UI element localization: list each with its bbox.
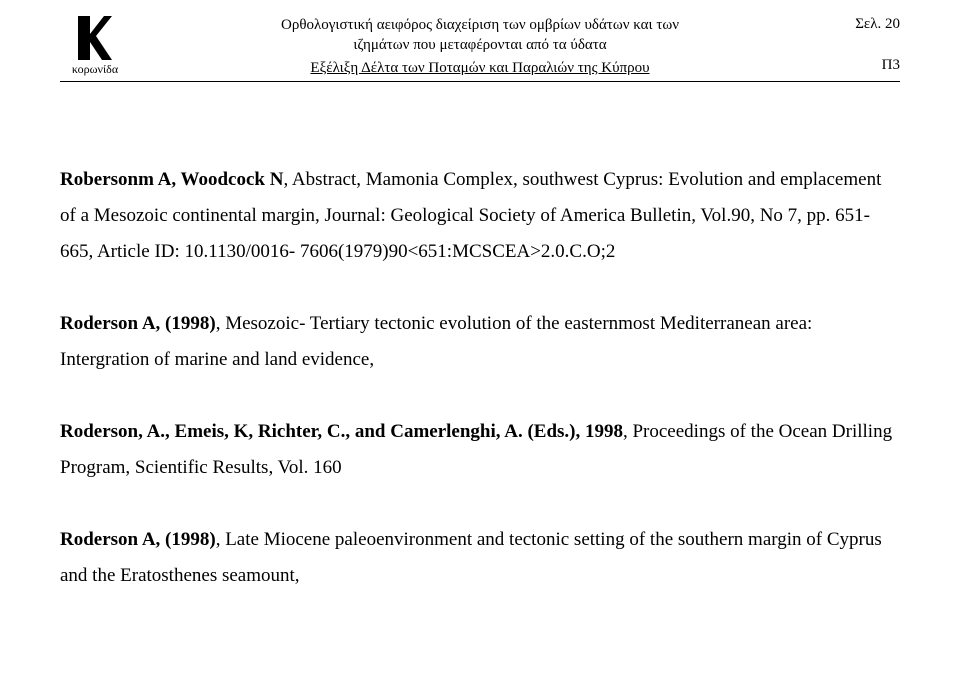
ref1-text4: 7606(1979)90<651:MCSCEA>2.0.C.O;2 (300, 241, 615, 262)
header-title: Ορθολογιστική αειφόρος διαχείριση των ομ… (130, 16, 830, 79)
ref2-text1: , Mesozoic- Tertiary tectonic evolution … (216, 313, 655, 334)
page-number: Σελ. 20 (830, 16, 900, 33)
logo-icon (78, 16, 112, 60)
header-right: Σελ. 20 Π3 (830, 16, 900, 74)
header-title-line1: Ορθολογιστική αειφόρος διαχείριση των ομ… (138, 16, 822, 36)
logo-block: κορωνίδα (60, 16, 130, 77)
content-area: Robersonm A, Woodcock N, Abstract, Mamon… (60, 162, 900, 595)
page-container: κορωνίδα Ορθολογιστική αειφόρος διαχείρι… (0, 0, 960, 594)
logo-caption: κορωνίδα (72, 62, 118, 77)
ref4-lead: Roderson A, (1998) (60, 529, 216, 550)
ref3-lead: Roderson, A., Emeis, K, Richter, C., and… (60, 421, 623, 442)
ref4-text1: , Late Miocene paleoenvironment and tect… (216, 529, 673, 550)
header-title-line2: ιζημάτων που μεταφέρονται από τα ύδατα (138, 36, 822, 56)
page-header: κορωνίδα Ορθολογιστική αειφόρος διαχείρι… (60, 16, 900, 82)
header-code: Π3 (830, 57, 900, 74)
ref1-text1: , Abstract, Mamonia Complex, southwest C… (283, 169, 663, 190)
ref1-lead: Robersonm A, Woodcock N (60, 169, 283, 190)
ref2-lead: Roderson A, (1998) (60, 313, 216, 334)
header-subtitle: Εξέλιξη Δέλτα των Ποταμών και Παραλιών τ… (138, 59, 822, 79)
ref3-text1: , (623, 421, 628, 442)
reference-3: Roderson, A., Emeis, K, Richter, C., and… (60, 414, 900, 486)
reference-1: Robersonm A, Woodcock N, Abstract, Mamon… (60, 162, 900, 270)
reference-2: Roderson A, (1998), Mesozoic- Tertiary t… (60, 306, 900, 378)
reference-4: Roderson A, (1998), Late Miocene paleoen… (60, 522, 900, 594)
